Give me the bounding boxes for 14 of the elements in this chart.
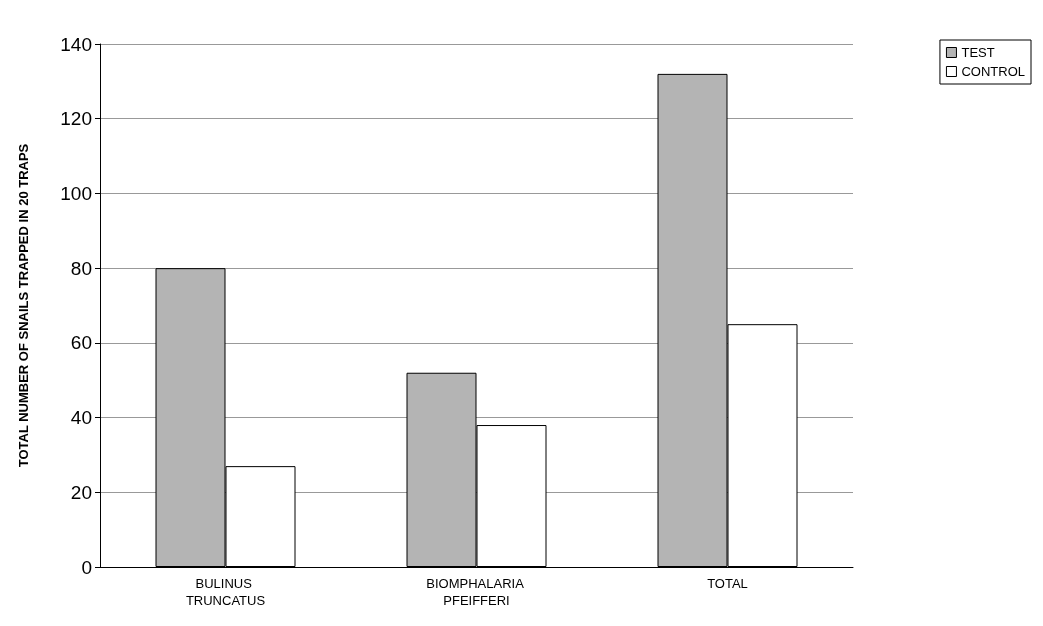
x-tick-label: TOTAL <box>707 576 748 591</box>
y-tick-label: 20 <box>70 481 92 503</box>
x-tick-label: BULINUS TRUNCATUS <box>185 576 266 608</box>
legend-label: TEST <box>961 45 995 60</box>
y-tick-label: 0 <box>81 556 92 578</box>
y-axis-title: TOTAL NUMBER OF SNAILS TRAPPED IN 20 TRAPS <box>16 143 31 468</box>
legend-label: CONTROL <box>961 64 1025 79</box>
y-tick-label: 80 <box>70 257 92 279</box>
y-tick-label: 100 <box>60 182 92 204</box>
y-tick-label: 140 <box>60 33 92 55</box>
y-tick-label: 120 <box>60 108 92 130</box>
x-tick-label: BIOMPHALARIA PFEIFFERI <box>426 576 527 608</box>
y-tick-label: 40 <box>70 407 92 429</box>
y-tick-label: 60 <box>70 332 92 354</box>
